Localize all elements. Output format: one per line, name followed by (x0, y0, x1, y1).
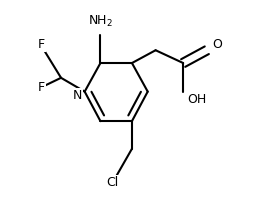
Text: Cl: Cl (106, 176, 118, 189)
Text: F: F (38, 38, 45, 51)
Text: N: N (73, 89, 82, 102)
Text: O: O (213, 38, 223, 51)
Text: OH: OH (187, 93, 206, 106)
Text: F: F (38, 81, 45, 94)
Text: NH$_2$: NH$_2$ (88, 13, 113, 29)
